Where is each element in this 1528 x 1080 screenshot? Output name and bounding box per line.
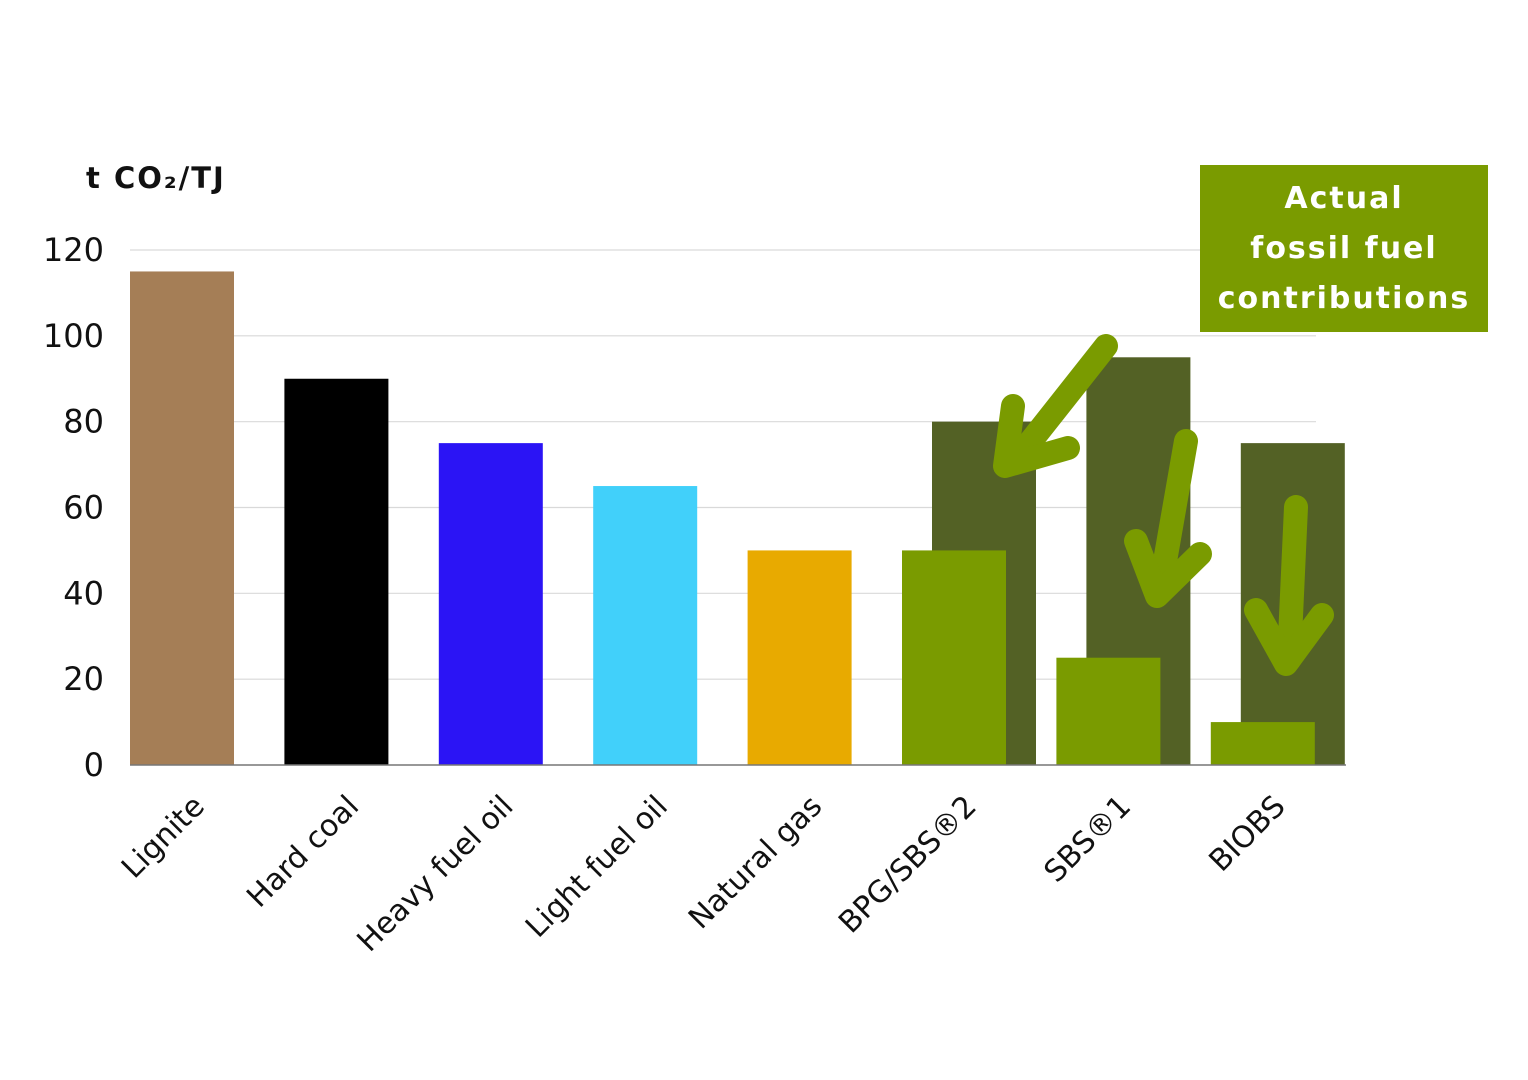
arrow-head-2: [1244, 598, 1334, 676]
y-tick-label: 0: [84, 746, 104, 784]
x-category-label: BIOBS: [1203, 789, 1293, 879]
bar-3: [593, 486, 698, 765]
arrow-head-0: [993, 394, 1080, 478]
bar-1: [284, 378, 389, 765]
arrow-shaft-0: [1004, 334, 1118, 472]
x-category-label: Light fuel oil: [519, 789, 675, 945]
x-category-label: Lignite: [115, 789, 212, 886]
y-tick-label: 40: [63, 574, 104, 612]
arrow-shaft-1: [1148, 429, 1198, 602]
fossil-fuel-note-text: Actual fossil fuel contributions: [1217, 180, 1471, 316]
y-tick-label: 120: [43, 231, 104, 269]
y-axis-unit-label: t CO₂/TJ: [86, 161, 226, 195]
x-category-label: SBS®1: [1037, 789, 1138, 890]
bar-5: [902, 550, 1006, 765]
bar-0: [130, 271, 234, 765]
bar-2: [438, 443, 543, 765]
bar-6: [1056, 657, 1161, 765]
arrow-head-1: [1124, 529, 1212, 608]
y-tick-label: 100: [43, 317, 104, 355]
x-category-label: Heavy fuel oil: [350, 789, 520, 959]
x-category-label: BPG/SBS®2: [832, 789, 984, 941]
y-tick-label: 80: [63, 403, 104, 441]
fossil-fuel-note-box: Actual fossil fuel contributions: [1200, 165, 1488, 332]
annotation-arrows: [993, 334, 1334, 676]
arrow-shaft-2: [1277, 495, 1308, 672]
bar-7: [1210, 722, 1315, 765]
x-category-label: Natural gas: [682, 789, 829, 936]
y-tick-label: 60: [63, 489, 104, 527]
y-tick-label: 20: [63, 660, 104, 698]
y-axis-ticks: 0 20 40 60 80 100 120: [43, 231, 104, 784]
emission-bars: [130, 271, 1315, 765]
x-category-label: Hard coal: [240, 789, 366, 915]
bar-4: [747, 550, 852, 765]
